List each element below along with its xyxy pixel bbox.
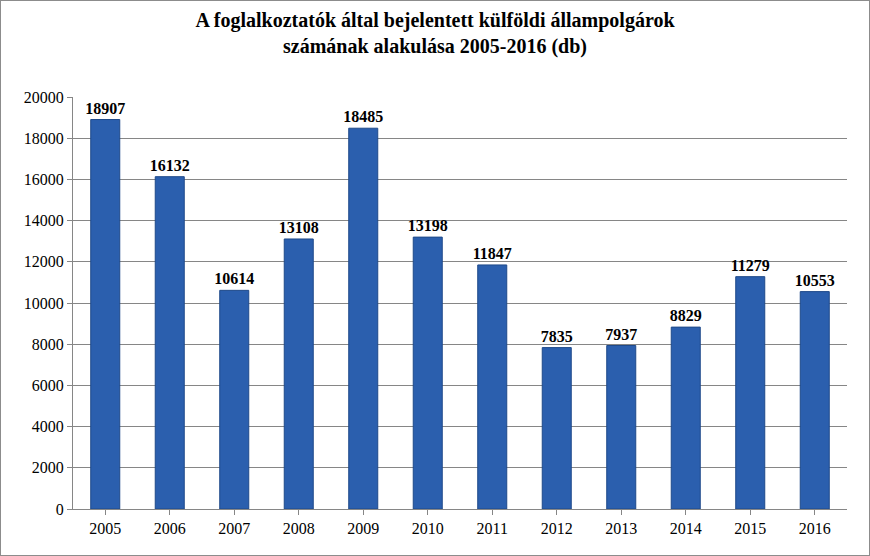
svg-text:A foglalkoztatók által bejelen: A foglalkoztatók által bejelentett külfö… [195,9,675,58]
svg-text:2009: 2009 [347,520,379,537]
svg-text:4000: 4000 [32,418,64,435]
svg-text:14000: 14000 [24,212,64,229]
svg-text:0: 0 [56,501,64,518]
svg-text:2012: 2012 [541,520,573,537]
svg-text:10553: 10553 [795,272,835,289]
svg-text:20000: 20000 [24,89,64,106]
svg-text:10614: 10614 [214,270,254,287]
svg-text:2013: 2013 [605,520,637,537]
svg-text:16000: 16000 [24,171,64,188]
svg-text:16132: 16132 [150,157,190,174]
svg-text:2005: 2005 [89,520,121,537]
svg-text:2015: 2015 [734,520,766,537]
svg-text:8000: 8000 [32,336,64,353]
svg-text:11279: 11279 [731,257,770,274]
svg-text:2000: 2000 [32,459,64,476]
svg-text:2010: 2010 [412,520,444,537]
svg-text:10000: 10000 [24,295,64,312]
svg-text:6000: 6000 [32,377,64,394]
svg-text:18000: 18000 [24,130,64,147]
svg-text:18485: 18485 [343,108,383,125]
svg-text:2011: 2011 [477,520,508,537]
svg-text:12000: 12000 [24,253,64,270]
svg-text:13108: 13108 [279,219,319,236]
svg-text:8829: 8829 [670,307,702,324]
svg-text:2014: 2014 [670,520,702,537]
svg-text:2007: 2007 [218,520,250,537]
svg-text:18907: 18907 [85,100,125,117]
svg-text:2008: 2008 [283,520,315,537]
svg-text:7937: 7937 [605,326,637,343]
svg-text:13198: 13198 [408,217,448,234]
svg-text:7835: 7835 [541,328,573,345]
svg-text:2016: 2016 [799,520,831,537]
svg-text:2006: 2006 [154,520,186,537]
svg-text:11847: 11847 [473,245,512,262]
